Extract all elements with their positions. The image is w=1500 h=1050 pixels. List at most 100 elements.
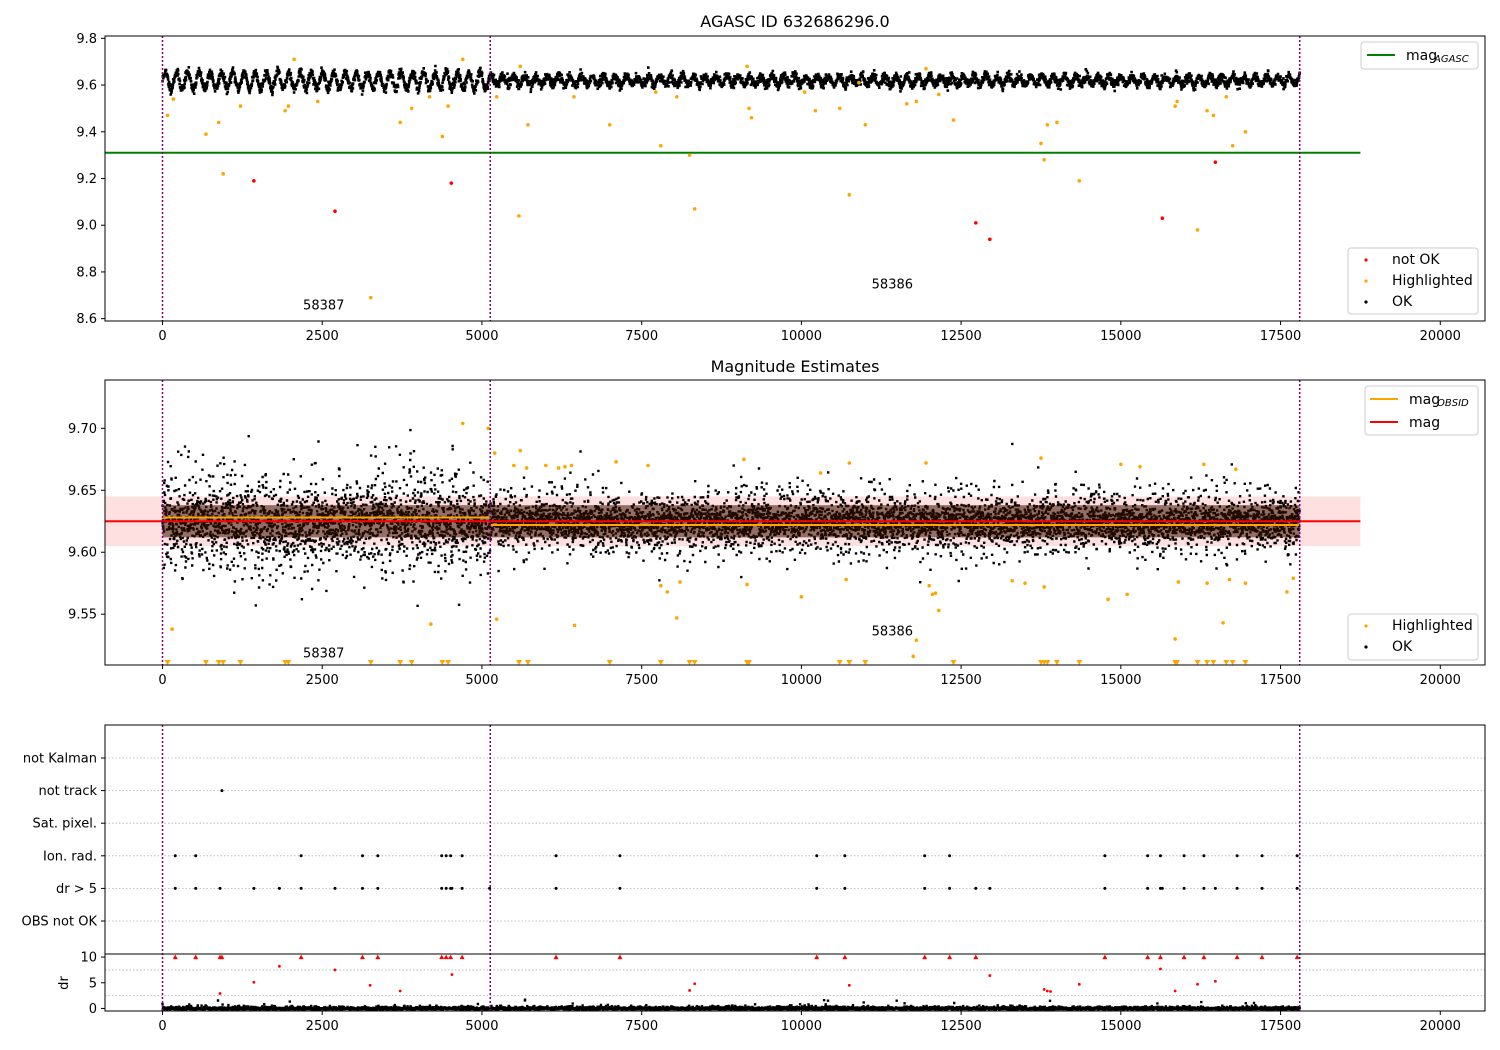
highlighted-point	[687, 153, 692, 157]
highlighted-point	[1224, 94, 1229, 99]
highlighted-offscale-marker	[686, 660, 693, 665]
highlighted-point	[460, 57, 465, 62]
chart-marks	[105, 725, 1485, 1011]
highlighted-point	[283, 108, 287, 113]
dr-offscale-marker	[459, 954, 465, 960]
y-tick-label: 9.2	[76, 172, 97, 187]
y-tick-label: 9.65	[68, 484, 97, 499]
flag-point	[554, 854, 558, 858]
flag-row-label: not Kalman	[23, 752, 97, 767]
obsid-label: 58387	[303, 647, 344, 662]
highlighted-point	[747, 106, 751, 111]
highlighted-offscale-marker	[215, 660, 222, 665]
highlighted-point	[572, 623, 577, 628]
highlighted-point	[646, 463, 650, 468]
highlighted-offscale-marker	[1053, 660, 1060, 665]
flag-point	[1213, 886, 1217, 890]
flag-point	[450, 886, 454, 890]
highlighted-point	[1173, 637, 1177, 641]
dr-not-ok-point	[1213, 979, 1217, 983]
flag-point	[1160, 886, 1164, 890]
legend-label-ok: OK	[1392, 294, 1413, 310]
obsid-label: 58386	[872, 277, 913, 292]
x-tick-label: 12500	[940, 673, 981, 688]
highlighted-offscale-marker	[691, 660, 698, 665]
highlighted-offscale-marker	[1174, 660, 1181, 665]
panel-flags-and-dr: not Kalman not track Sat. pixel. Ion. rad. d…	[22, 724, 1486, 1035]
highlighted-offscale-marker	[846, 660, 853, 665]
flag-point	[1182, 854, 1186, 858]
highlighted-point	[238, 104, 243, 108]
flag-point	[988, 886, 992, 890]
highlighted-offscale-marker	[202, 660, 209, 665]
highlighted-point	[315, 99, 320, 104]
highlighted-point	[1221, 621, 1225, 625]
flag-point	[194, 886, 198, 890]
chart-title: AGASC ID 632686296.0	[700, 12, 889, 31]
x-tick-label: 5000	[465, 1019, 498, 1034]
highlighted-offscale-marker	[397, 660, 404, 665]
highlighted-point	[556, 466, 561, 470]
highlighted-point	[614, 459, 618, 464]
highlighted-point	[524, 466, 529, 470]
flag-point	[1202, 886, 1206, 890]
flag-point	[173, 854, 177, 858]
flag-point	[974, 886, 978, 890]
dr-offscale-marker	[359, 954, 365, 960]
highlighted-point	[517, 214, 521, 218]
dr-not-ok-point	[988, 974, 992, 977]
highlighted-point	[659, 143, 663, 148]
flag-point	[554, 886, 558, 890]
dr-offscale-marker	[448, 954, 454, 960]
x-tick-label: 10000	[781, 673, 822, 688]
flag-point	[218, 886, 222, 890]
dr-offscale-marker	[1145, 954, 1151, 960]
highlighted-point	[368, 295, 373, 300]
flag-point	[333, 886, 337, 890]
axes: 0 2500 5000 7500 10000 12500 15000 17500 20000 8.…	[76, 32, 1461, 344]
highlighted-point	[1173, 104, 1177, 108]
highlighted-point	[863, 122, 868, 127]
flag-point	[299, 886, 303, 890]
x-tick-label: 7500	[625, 329, 658, 344]
flag-point	[376, 886, 380, 890]
highlighted-point	[905, 101, 909, 106]
dr-not-ok-point	[333, 968, 337, 972]
highlighted-offscale-marker	[524, 660, 531, 665]
highlighted-point	[569, 463, 574, 468]
flag-point	[277, 886, 281, 890]
x-tick-label: 15000	[1100, 1019, 1141, 1034]
highlighted-point	[678, 580, 682, 584]
dr-tick-label: 5	[89, 976, 97, 991]
x-tick-label: 12500	[940, 329, 981, 344]
y-tick-label: 9.8	[76, 32, 97, 47]
legend-frame	[1347, 247, 1479, 315]
flag-point	[360, 854, 364, 858]
dr-offscale-marker	[947, 954, 953, 960]
highlighted-point	[665, 590, 670, 594]
highlighted-point	[1010, 578, 1015, 583]
highlighted-point	[1176, 580, 1181, 584]
highlighted-point	[745, 64, 749, 69]
highlighted-point	[1211, 113, 1216, 118]
y-tick-label: 9.0	[76, 219, 97, 234]
dr-offscale-marker	[172, 954, 178, 960]
dr-offscale-marker	[1102, 954, 1108, 960]
highlighted-point	[563, 464, 567, 469]
highlighted-point	[221, 172, 225, 176]
x-tick-label: 17500	[1260, 673, 1301, 688]
x-tick-label: 7500	[625, 1019, 658, 1034]
highlighted-offscale-marker	[836, 660, 843, 665]
highlighted-point	[653, 90, 658, 94]
y-tick-label: 9.4	[76, 125, 97, 140]
axes: not Kalman not track Sat. pixel. Ion. rad. d…	[22, 752, 1461, 1035]
highlighted-point	[847, 193, 852, 197]
legend-label-highlighted: Highlighted	[1392, 273, 1473, 289]
flag-point	[220, 789, 224, 793]
flag-point	[460, 886, 464, 890]
highlighted-point	[427, 94, 432, 99]
flag-point	[1103, 854, 1107, 858]
dr-offscale-marker	[1181, 954, 1187, 960]
y-tick-label: 9.70	[68, 422, 97, 437]
dr-tick-label: 0	[89, 1002, 97, 1017]
